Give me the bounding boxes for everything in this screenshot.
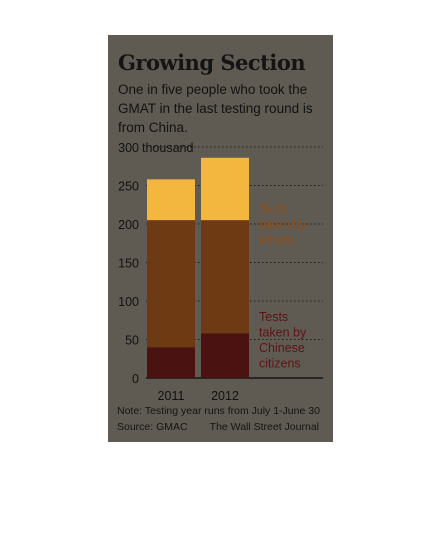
bar-others-top-2011 (147, 179, 195, 221)
bar-chinese-2012 (201, 333, 249, 378)
chart-subtitle: One in five people who took the GMAT in … (118, 82, 313, 135)
y-tick-label: 0 (132, 372, 139, 386)
bar-others-top-2012 (201, 157, 249, 221)
chart-title: Growing Section (118, 50, 306, 75)
y-tick-label: 50 (125, 334, 139, 348)
series-label-others: Tests taken by others (259, 202, 307, 247)
y-tick-label: 200 (118, 218, 139, 232)
x-tick-label: 2011 (158, 389, 185, 403)
bar-others-2012 (201, 220, 249, 334)
y-tick-label: 150 (118, 257, 139, 271)
chart-credit: The Wall Street Journal (209, 421, 319, 433)
y-tick-label: 250 (118, 180, 139, 194)
series-label-chinese: Tests taken by Chinese citizens (259, 310, 307, 371)
y-unit-label: thousand (142, 141, 193, 155)
bar-others-2011 (147, 220, 195, 348)
chart-note: Note: Testing year runs from July 1-June… (117, 405, 320, 417)
y-tick-label: 300 (118, 141, 139, 155)
x-tick-label: 2012 (211, 389, 239, 403)
bar-chart: 0 50 100 150 200 250 300 thousand 2011 2012 Tests t… (118, 141, 323, 403)
y-tick-label: 100 (118, 295, 139, 309)
bar-chinese-2011 (147, 347, 195, 378)
chart-source: Source: GMAC (117, 421, 188, 433)
chart-panel: Growing Section One in five people who t… (108, 35, 333, 442)
